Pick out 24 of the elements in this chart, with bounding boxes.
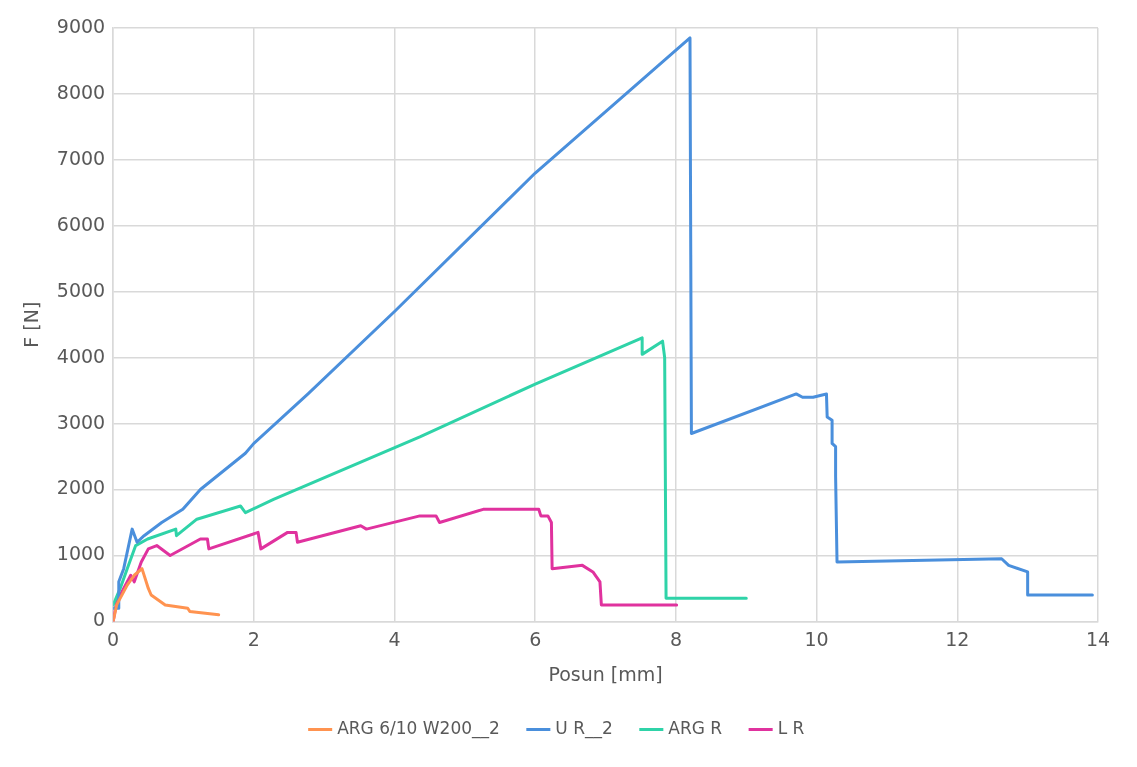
legend-label: U R__2 xyxy=(555,717,613,739)
x-tick-label: 6 xyxy=(529,627,542,650)
x-tick-label: 0 xyxy=(107,627,120,650)
y-tick-label: 3000 xyxy=(56,410,106,433)
x-tick-label: 4 xyxy=(388,627,401,650)
legend-label: L R xyxy=(777,717,805,738)
x-tick-label: 14 xyxy=(1085,627,1111,650)
y-tick-label: 8000 xyxy=(56,80,106,103)
y-tick-label: 9000 xyxy=(56,14,106,37)
y-tick-label: 7000 xyxy=(56,146,106,169)
y-axis-title: F [N] xyxy=(20,301,43,348)
x-tick-label: 12 xyxy=(945,627,970,650)
legend-label: ARG 6/10 W200__2 xyxy=(337,717,500,739)
y-tick-label: 6000 xyxy=(56,212,106,235)
y-tick-label: 1000 xyxy=(56,542,106,565)
y-tick-label: 5000 xyxy=(56,278,106,301)
x-axis-title: Posun [mm] xyxy=(548,662,663,685)
y-tick-label: 0 xyxy=(93,608,106,631)
y-tick-label: 4000 xyxy=(56,344,106,367)
x-tick-label: 10 xyxy=(804,627,829,650)
x-tick-label: 2 xyxy=(247,627,260,650)
y-tick-label: 2000 xyxy=(56,476,106,499)
legend-label: ARG R xyxy=(668,717,723,738)
x-tick-label: 8 xyxy=(669,627,682,650)
